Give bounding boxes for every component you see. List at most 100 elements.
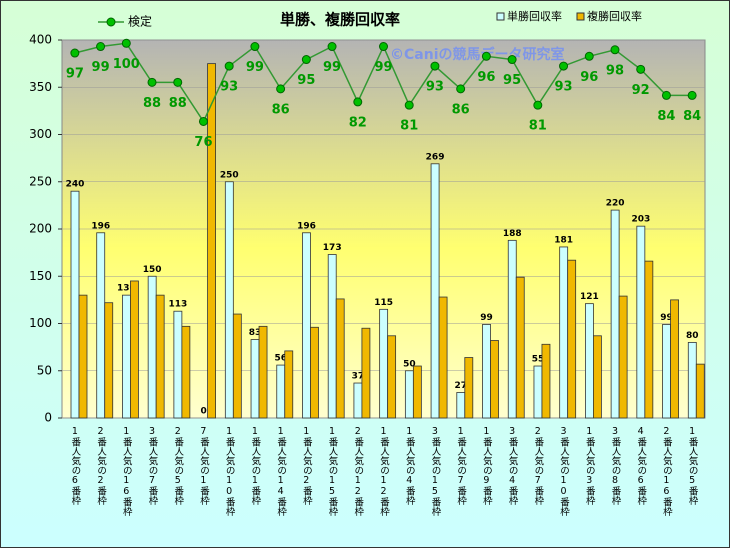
bar bbox=[507, 239, 517, 419]
bar bbox=[147, 275, 157, 419]
x-tick-label: 2番人気の12番枠 bbox=[352, 426, 364, 517]
bar bbox=[284, 350, 294, 419]
point bbox=[121, 38, 131, 48]
bar bbox=[559, 246, 569, 419]
bar bbox=[310, 326, 319, 419]
point bbox=[687, 90, 697, 100]
data-label: 82 bbox=[349, 115, 367, 130]
point bbox=[404, 100, 414, 110]
x-tick-label: 1番人気の4番枠 bbox=[404, 426, 416, 506]
x-tick-label: 7番人気の1番枠 bbox=[198, 426, 210, 506]
point bbox=[610, 45, 620, 55]
point bbox=[584, 51, 594, 61]
bar bbox=[155, 294, 165, 419]
data-label: 196 bbox=[91, 221, 110, 231]
x-tick-label: 1番人気の16番枠 bbox=[121, 426, 133, 517]
bar bbox=[593, 335, 602, 419]
bar bbox=[224, 181, 234, 419]
chart-title: 単勝、複勝回収率 bbox=[280, 11, 400, 29]
y-tick-label: 400 bbox=[29, 33, 52, 47]
bar bbox=[130, 280, 139, 419]
data-label: 100 bbox=[113, 57, 140, 72]
point bbox=[198, 116, 208, 126]
watermark: ©Caniの競馬データ研究室 bbox=[390, 46, 565, 63]
bar bbox=[515, 276, 525, 419]
bar bbox=[302, 232, 311, 419]
bar bbox=[438, 296, 448, 419]
legend-label: 検定 bbox=[128, 14, 152, 29]
x-tick-label: 1番人気の14番枠 bbox=[275, 426, 287, 517]
point bbox=[481, 51, 491, 61]
legend-label: 複勝回収率 bbox=[587, 9, 642, 23]
x-tick-label: 1番人気の3番枠 bbox=[584, 426, 596, 506]
bar bbox=[618, 295, 628, 419]
point bbox=[636, 64, 646, 74]
data-label: 130 bbox=[117, 284, 136, 294]
data-label: 99 bbox=[323, 60, 341, 75]
bar bbox=[567, 259, 577, 419]
data-label: 86 bbox=[452, 102, 470, 117]
bar bbox=[456, 392, 466, 419]
data-label: 93 bbox=[554, 80, 572, 95]
data-label: 88 bbox=[169, 96, 187, 111]
data-label: 220 bbox=[606, 199, 625, 209]
data-label: 56 bbox=[274, 354, 287, 364]
data-label: 80 bbox=[686, 331, 699, 341]
bar bbox=[412, 365, 422, 419]
bar bbox=[490, 340, 499, 419]
bar bbox=[482, 324, 491, 419]
point bbox=[147, 77, 157, 87]
point bbox=[327, 42, 337, 52]
bar bbox=[335, 298, 345, 419]
bar bbox=[276, 364, 286, 419]
bar bbox=[662, 324, 671, 419]
bar bbox=[610, 209, 620, 419]
data-label: 95 bbox=[503, 73, 521, 88]
data-label: 240 bbox=[66, 180, 85, 190]
x-tick-label: 1番人気の9番枠 bbox=[481, 426, 493, 506]
x-tick-label: 3番人気の4番枠 bbox=[507, 426, 519, 506]
data-label: 113 bbox=[168, 300, 187, 310]
data-label: 93 bbox=[426, 80, 444, 95]
data-label: 188 bbox=[503, 229, 522, 239]
data-label: 269 bbox=[426, 152, 445, 162]
point bbox=[173, 77, 183, 87]
data-label: 50 bbox=[403, 359, 416, 369]
point bbox=[224, 61, 234, 71]
point bbox=[250, 42, 260, 52]
bar bbox=[670, 299, 679, 419]
y-tick-label: 250 bbox=[29, 174, 52, 188]
bar bbox=[636, 225, 646, 419]
x-tick-label: 2番人気の16番枠 bbox=[661, 426, 673, 517]
bar bbox=[232, 313, 242, 419]
data-label: 99 bbox=[92, 60, 110, 75]
x-tick-label: 1番人気の6番枠 bbox=[69, 426, 81, 506]
legend-swatch bbox=[496, 12, 505, 21]
x-tick-label: 3番人気の7番枠 bbox=[147, 426, 159, 506]
data-label: 173 bbox=[323, 243, 342, 253]
data-label: 99 bbox=[246, 60, 264, 75]
bar bbox=[258, 325, 268, 419]
data-label: 250 bbox=[220, 170, 239, 180]
x-tick-label: 1番人気の1番枠 bbox=[249, 426, 261, 506]
data-label: 83 bbox=[249, 328, 262, 338]
data-label: 86 bbox=[272, 102, 290, 117]
data-label: 181 bbox=[554, 235, 573, 245]
data-label: 96 bbox=[580, 70, 598, 85]
data-label: 203 bbox=[631, 215, 650, 225]
bar bbox=[387, 335, 397, 419]
bar bbox=[533, 365, 543, 419]
bar bbox=[361, 327, 371, 419]
point bbox=[353, 97, 363, 107]
x-tick-label: 1番人気の15番枠 bbox=[327, 426, 339, 517]
data-label: 37 bbox=[352, 372, 365, 382]
data-label: 121 bbox=[580, 292, 599, 302]
bar bbox=[585, 303, 594, 419]
data-label: 92 bbox=[632, 83, 650, 98]
y-tick-label: 100 bbox=[29, 316, 52, 330]
bar bbox=[353, 382, 363, 419]
point bbox=[533, 100, 543, 110]
x-tick-label: 2番人気の7番枠 bbox=[532, 426, 544, 506]
bar bbox=[430, 163, 440, 419]
